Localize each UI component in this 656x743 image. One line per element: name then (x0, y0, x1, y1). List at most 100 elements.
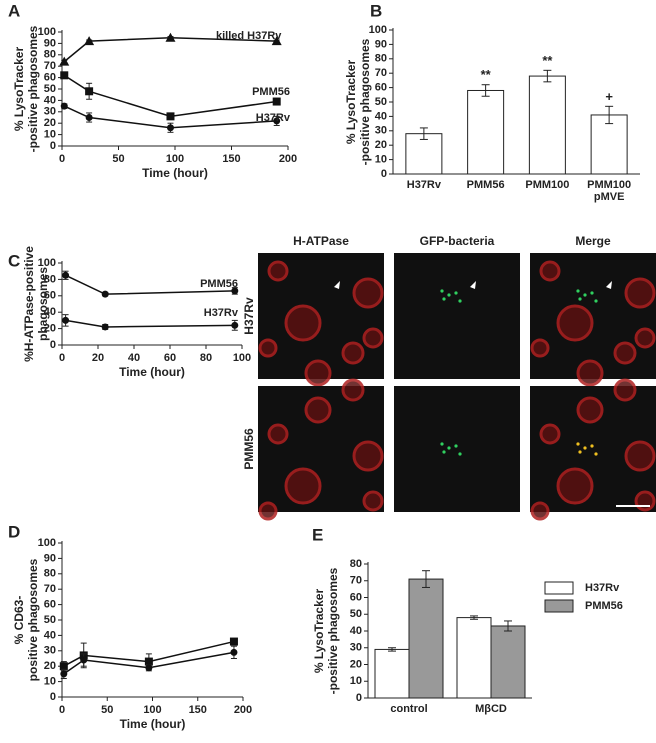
significance-label: ** (542, 53, 553, 68)
bar (456, 617, 492, 699)
series-label: H37Rv (204, 307, 239, 319)
cell (267, 260, 289, 282)
bacteria (594, 299, 598, 303)
bacteria (440, 289, 444, 293)
y-axis-label: % LysoTracker (12, 47, 26, 132)
y-tick-label: 100 (369, 24, 387, 36)
cell (624, 277, 656, 309)
cell (304, 359, 332, 387)
cell (352, 277, 384, 309)
data-point (231, 287, 239, 295)
y-axis-label: positive phagosomes (26, 558, 40, 681)
panel-label: C (8, 251, 20, 270)
x-axis-label: Time (hour) (120, 717, 186, 731)
legend-swatch (544, 599, 574, 613)
error-bar (470, 615, 478, 620)
y-tick-label: 80 (44, 273, 56, 285)
x-tick-label: 80 (200, 352, 212, 364)
column-title: Merge (575, 234, 611, 248)
x-axis-label: Time (hour) (119, 365, 185, 379)
y-tick-label: 10 (375, 154, 387, 166)
bacteria (447, 446, 451, 450)
cell (634, 327, 656, 349)
y-tick-label: 0 (50, 339, 56, 351)
y-tick-label: 80 (350, 558, 362, 570)
x-tick-label: 200 (279, 153, 297, 165)
x-tick-label: 100 (166, 153, 184, 165)
y-axis-label: -positive phagosomes (26, 25, 40, 152)
bacteria (590, 444, 594, 448)
bacteria (583, 446, 587, 450)
y-axis-label: % CD63- (12, 596, 26, 645)
x-tick-label: PMM56 (467, 179, 505, 191)
significance-label: ** (481, 67, 492, 82)
cell (341, 341, 365, 365)
cell (539, 423, 561, 445)
panel-label: B (370, 1, 382, 20)
y-tick-label: 60 (44, 72, 56, 84)
data-point (60, 71, 69, 80)
y-tick-label: 50 (350, 608, 362, 620)
y-tick-label: 40 (350, 625, 362, 637)
cell (530, 501, 550, 521)
data-point (84, 36, 95, 46)
y-tick-label: 70 (350, 575, 362, 587)
x-tick-label: MβCD (475, 703, 507, 715)
column-title: GFP-bacteria (420, 234, 495, 248)
legend-swatch (544, 581, 574, 595)
y-tick-label: 30 (44, 106, 56, 118)
x-tick-label: 100 (233, 352, 251, 364)
error-bar (481, 84, 490, 97)
bacteria (458, 299, 462, 303)
y-tick-label: 100 (38, 537, 56, 549)
data-point (59, 56, 70, 66)
bacteria (442, 297, 446, 301)
data-point (60, 102, 68, 110)
data-point (271, 36, 282, 46)
cell (258, 501, 278, 521)
bar (405, 133, 443, 175)
y-tick-label: 10 (44, 676, 56, 688)
cell (304, 396, 332, 424)
arrowhead (334, 281, 340, 289)
x-tick-label: H37Rv (407, 179, 442, 191)
data-point (85, 114, 93, 121)
legend-label: PMM56 (585, 600, 623, 612)
cell (362, 327, 384, 349)
bacteria (454, 291, 458, 295)
series-line (63, 640, 235, 667)
cell (556, 304, 594, 342)
bacteria (458, 452, 462, 456)
cell (576, 396, 604, 424)
series-label: PMM56 (252, 86, 290, 98)
y-tick-label: 50 (44, 83, 56, 95)
x-tick-label: 50 (101, 704, 113, 716)
y-axis-label: % LysoTracker (312, 589, 326, 674)
y-tick-label: 30 (350, 642, 362, 654)
cell (539, 260, 561, 282)
data-point (60, 670, 68, 678)
data-point (85, 87, 94, 96)
y-tick-label: 0 (50, 691, 56, 703)
bar (528, 75, 566, 175)
data-point (144, 657, 153, 666)
y-tick-label: 20 (350, 658, 362, 670)
y-tick-label: 80 (44, 568, 56, 580)
y-tick-label: 80 (44, 49, 56, 61)
data-point (166, 112, 175, 121)
error-bar (388, 647, 396, 652)
y-axis-label: %H-ATPase-positive (22, 246, 36, 362)
data-point (272, 97, 281, 106)
y-tick-label: 50 (375, 96, 387, 108)
panel-label: D (8, 522, 20, 541)
bacteria (454, 444, 458, 448)
data-point (62, 316, 70, 324)
data-point (165, 32, 176, 42)
y-tick-label: 70 (44, 583, 56, 595)
x-tick-label: 0 (59, 352, 65, 364)
bacteria (440, 442, 444, 446)
y-tick-label: 10 (350, 675, 362, 687)
y-tick-label: 60 (350, 591, 362, 603)
data-point (101, 323, 109, 331)
x-tick-label: 200 (234, 704, 252, 716)
